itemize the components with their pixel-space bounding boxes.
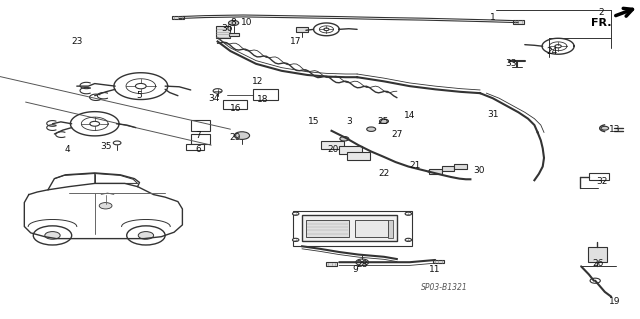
Circle shape (228, 20, 239, 26)
Bar (454, 164, 467, 169)
Text: 32: 32 (596, 177, 607, 186)
Text: 24: 24 (546, 47, 557, 56)
Bar (223, 100, 247, 109)
Bar (186, 144, 204, 150)
Bar (191, 134, 210, 144)
Circle shape (99, 203, 112, 209)
Text: 22: 22 (378, 169, 390, 178)
Circle shape (340, 137, 349, 141)
Bar (293, 211, 412, 246)
Circle shape (127, 226, 165, 245)
Bar (442, 166, 454, 171)
Bar (302, 215, 397, 241)
Circle shape (356, 259, 369, 265)
Text: 3: 3 (346, 117, 351, 126)
Text: 11: 11 (429, 265, 441, 274)
Text: 34: 34 (209, 94, 220, 103)
Text: 4: 4 (65, 145, 70, 154)
Circle shape (367, 127, 376, 131)
Text: 18: 18 (257, 95, 268, 104)
Text: 16: 16 (230, 104, 241, 113)
Text: 5: 5 (137, 91, 142, 100)
Text: 12: 12 (252, 77, 263, 86)
Bar (321, 141, 344, 149)
Text: 19: 19 (609, 297, 620, 306)
Text: SP03-B1321: SP03-B1321 (421, 283, 468, 292)
Text: 13: 13 (609, 125, 620, 134)
Text: 14: 14 (404, 111, 415, 120)
Bar (355, 220, 388, 237)
Bar (326, 262, 337, 266)
Circle shape (138, 232, 154, 239)
Text: 8: 8 (231, 18, 236, 27)
Text: 1: 1 (490, 13, 495, 22)
Circle shape (405, 238, 412, 241)
Text: 36: 36 (221, 24, 233, 33)
Text: 15: 15 (308, 117, 319, 126)
Bar (296, 27, 308, 32)
Text: 2: 2 (599, 8, 604, 17)
Text: 9: 9 (353, 265, 358, 274)
Bar (216, 26, 230, 38)
Text: 31: 31 (487, 110, 499, 119)
Text: 21: 21 (409, 161, 420, 170)
Text: 25: 25 (377, 117, 388, 126)
Text: 7: 7 (196, 131, 201, 140)
Text: 28: 28 (356, 260, 367, 269)
Circle shape (90, 121, 100, 126)
Circle shape (33, 226, 72, 245)
Circle shape (213, 89, 222, 93)
Circle shape (136, 84, 146, 89)
Text: 26: 26 (593, 259, 604, 268)
Bar (191, 120, 210, 131)
Circle shape (292, 212, 299, 215)
Bar (429, 169, 442, 174)
Bar (229, 33, 239, 36)
Circle shape (380, 119, 388, 123)
Circle shape (234, 132, 250, 139)
Text: 17: 17 (290, 37, 301, 46)
Circle shape (555, 45, 561, 48)
Circle shape (601, 126, 609, 130)
Circle shape (405, 212, 412, 215)
Bar (588, 247, 607, 262)
Circle shape (113, 141, 121, 145)
Text: 27: 27 (391, 130, 403, 139)
Bar (306, 220, 349, 237)
Circle shape (324, 28, 329, 31)
Bar (589, 173, 609, 180)
Bar (339, 146, 362, 154)
Bar (513, 20, 524, 24)
Text: 33: 33 (505, 59, 516, 68)
Circle shape (292, 238, 299, 241)
Bar (253, 89, 278, 100)
Bar (172, 16, 184, 19)
Bar (433, 260, 444, 263)
Text: 29: 29 (230, 133, 241, 142)
Text: 6: 6 (196, 145, 201, 154)
Text: 10: 10 (241, 18, 252, 27)
Circle shape (45, 232, 60, 239)
Circle shape (590, 278, 600, 283)
Bar (347, 152, 370, 160)
Text: FR.: FR. (591, 18, 611, 27)
Bar (388, 220, 393, 238)
Text: 23: 23 (71, 37, 83, 46)
Text: 35: 35 (100, 142, 111, 151)
Text: 20: 20 (327, 145, 339, 154)
Text: 30: 30 (473, 166, 484, 175)
